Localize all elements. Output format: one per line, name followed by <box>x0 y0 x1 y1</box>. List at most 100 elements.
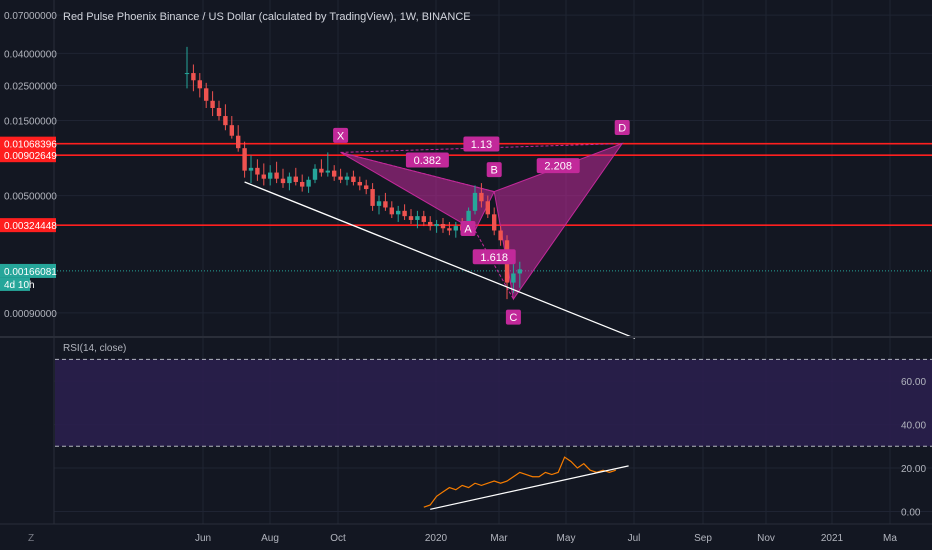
candle-body[interactable] <box>274 172 279 179</box>
timezone-button-bg[interactable] <box>24 530 38 544</box>
candle-body[interactable] <box>319 168 324 173</box>
ratio-abc-box <box>472 249 516 265</box>
point-label-b: B <box>491 165 498 177</box>
candle-body[interactable] <box>223 116 228 126</box>
candle-body[interactable] <box>306 179 311 187</box>
rsi-trendline[interactable] <box>430 465 629 510</box>
candle-body[interactable] <box>492 214 497 231</box>
point-label-a: A <box>464 223 472 235</box>
candle-body[interactable] <box>312 168 318 180</box>
ratio-xad: 1.13 <box>471 139 492 151</box>
candle-body[interactable] <box>421 216 426 222</box>
candle-body[interactable] <box>280 178 286 184</box>
level-tag-value: 0.01068396 <box>4 140 57 151</box>
rsi-tick-label: 0.00 <box>901 507 921 518</box>
candle-body[interactable] <box>184 73 190 75</box>
rsi-tick-label: 20.00 <box>901 464 926 475</box>
candle-body[interactable] <box>440 223 446 229</box>
ratio-abc: 1.618 <box>480 252 508 264</box>
point-label-c-box <box>505 309 521 325</box>
candle-body[interactable] <box>428 221 433 227</box>
candle-body[interactable] <box>408 216 414 220</box>
candle-body[interactable] <box>479 192 484 202</box>
price-tick-label: 0.00500000 <box>4 192 57 203</box>
candle-body[interactable] <box>383 201 388 208</box>
candle-body[interactable] <box>325 170 330 173</box>
candle-body[interactable] <box>287 176 292 184</box>
time-tick-label: Sep <box>694 533 712 544</box>
candle-body[interactable] <box>453 226 458 231</box>
chart-title: Red Pulse Phoenix Binance / US Dollar (c… <box>63 11 471 23</box>
candle-body[interactable] <box>389 207 394 215</box>
candle-body[interactable] <box>255 167 260 175</box>
pattern-xab-triangle[interactable] <box>340 151 495 232</box>
time-tick-label: Aug <box>261 533 279 544</box>
level-tag-box <box>0 136 56 151</box>
time-tick-label: 2021 <box>821 533 844 544</box>
pattern-xb-line <box>340 151 495 193</box>
timezone-button-label[interactable]: Z <box>28 533 34 544</box>
time-tick-label: Jul <box>628 533 641 544</box>
candle-body[interactable] <box>229 125 234 136</box>
candle-body[interactable] <box>396 210 401 215</box>
candle-body[interactable] <box>216 107 222 117</box>
time-tick-label: Mar <box>490 533 508 544</box>
candle-body[interactable] <box>210 100 215 108</box>
candle-body[interactable] <box>204 88 209 101</box>
price-axis[interactable]: 0.07000000 0.04000000 0.02500000 0.01500000… <box>4 11 57 320</box>
candle-body[interactable] <box>338 176 343 180</box>
candle-body[interactable] <box>472 192 478 211</box>
candle-body[interactable] <box>344 176 350 180</box>
level-tag-box <box>0 218 56 233</box>
ratio-xab-box <box>405 152 449 168</box>
candle-body[interactable] <box>434 223 439 227</box>
time-axis[interactable]: Jun Aug Oct 2020 Mar May Jul Sep Nov 2021 Ma <box>195 533 897 544</box>
rsi-line[interactable] <box>423 456 616 508</box>
candle-body[interactable] <box>268 172 273 179</box>
candle-body[interactable] <box>351 176 356 182</box>
candle-body[interactable] <box>370 189 375 206</box>
candle-body[interactable] <box>357 181 362 186</box>
price-tick-label: 0.00090000 <box>4 309 57 320</box>
candle-body[interactable] <box>293 176 298 182</box>
candle-body[interactable] <box>248 167 254 171</box>
ratio-xad-box <box>463 136 500 152</box>
candle-body[interactable] <box>236 135 241 149</box>
candle-body[interactable] <box>415 216 420 220</box>
candle-body[interactable] <box>511 273 516 283</box>
rsi-axis[interactable]: 60.00 40.00 20.00 0.00 <box>901 377 926 518</box>
countdown-box <box>0 277 30 291</box>
bar-countdown: 4d 10h <box>4 280 35 291</box>
candle-body[interactable] <box>376 201 382 206</box>
rsi-tick-label: 60.00 <box>901 377 926 388</box>
point-label-x-box <box>333 127 349 143</box>
candle-body[interactable] <box>485 201 490 215</box>
price-tick-label: 0.04000000 <box>4 49 57 60</box>
candle-body[interactable] <box>517 269 522 274</box>
current-price-box <box>0 263 56 278</box>
candle-body[interactable] <box>197 80 202 89</box>
candle-body[interactable] <box>261 174 266 179</box>
time-tick-label: Jun <box>195 533 211 544</box>
time-tick-label: Nov <box>757 533 775 544</box>
level-tag-box <box>0 148 56 163</box>
price-tick-label: 0.02500000 <box>4 82 57 93</box>
price-tick-label: 0.01500000 <box>4 116 57 127</box>
candle-body[interactable] <box>242 148 247 171</box>
candle-body[interactable] <box>300 181 305 187</box>
current-price-value: 0.00166081 <box>4 267 57 278</box>
candle-body[interactable] <box>402 210 407 217</box>
timezone-button[interactable]: Z <box>24 530 38 544</box>
candle-body[interactable] <box>466 210 471 231</box>
level-tag-value: 0.00324448 <box>4 221 57 232</box>
point-label-b-box <box>486 162 502 178</box>
time-tick-label: Ma <box>883 533 897 544</box>
candle-body[interactable] <box>364 185 369 190</box>
support-trendline[interactable] <box>244 181 636 339</box>
ratio-bcd-box <box>536 158 580 174</box>
candle-body[interactable] <box>332 170 337 177</box>
candle-body[interactable] <box>191 73 196 81</box>
candle-body[interactable] <box>498 230 503 241</box>
candle-body[interactable] <box>447 228 452 231</box>
